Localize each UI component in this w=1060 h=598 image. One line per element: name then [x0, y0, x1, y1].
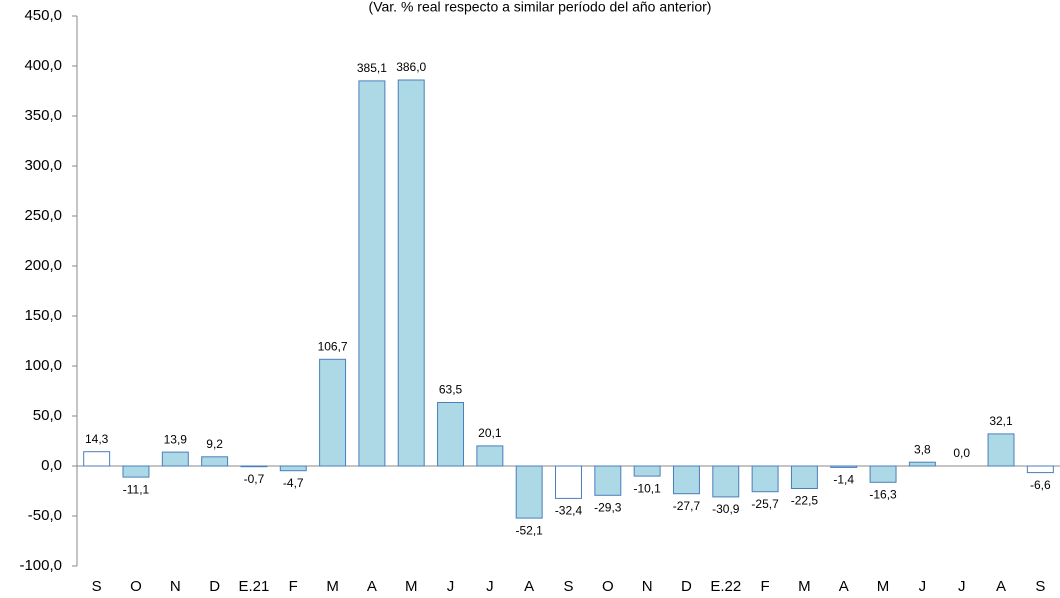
x-tick-label: M	[405, 578, 418, 595]
x-tick-label: J	[958, 578, 966, 595]
x-tick-label: N	[170, 578, 181, 595]
x-tick-label: M	[798, 578, 811, 595]
value-label: 385,1	[357, 61, 387, 75]
value-label: 386,0	[396, 60, 426, 74]
bar	[358, 80, 386, 467]
value-label: -1,4	[833, 473, 854, 487]
value-label: -32,4	[555, 504, 583, 518]
x-tick-label: S	[563, 578, 573, 595]
x-tick-label: J	[447, 578, 455, 595]
x-tick-label: M	[326, 578, 339, 595]
value-label: 63,5	[439, 383, 463, 397]
bar	[201, 456, 229, 467]
value-label: -11,1	[123, 482, 150, 496]
y-tick-label: 300,0	[24, 157, 62, 174]
y-tick-label: 150,0	[24, 307, 62, 324]
x-tick-label: E.21	[239, 578, 270, 595]
x-tick-label: E.22	[710, 578, 741, 595]
chart-subtitle: (Var. % real respecto a similar período …	[369, 0, 712, 15]
bar	[594, 465, 622, 496]
bar	[1026, 465, 1054, 474]
value-label: -0,7	[244, 472, 265, 486]
value-label: 9,2	[206, 437, 223, 451]
value-label: -10,1	[633, 481, 661, 495]
x-tick-label: A	[839, 578, 849, 595]
y-tick-label: 450,0	[24, 7, 62, 24]
x-tick-label: F	[761, 578, 770, 595]
bar	[987, 433, 1015, 467]
y-tick-label: 350,0	[24, 107, 62, 124]
x-tick-label: A	[524, 578, 534, 595]
y-tick-label: 400,0	[24, 57, 62, 74]
bar	[790, 465, 818, 489]
value-label: -22,5	[791, 494, 819, 508]
bar	[633, 465, 661, 477]
y-tick-label: 0,0	[41, 457, 62, 474]
y-tick-label: 200,0	[24, 257, 62, 274]
value-label: 20,1	[478, 426, 502, 440]
y-tick-label: -100,0	[19, 557, 62, 574]
bar	[672, 465, 700, 495]
x-tick-label: S	[92, 578, 102, 595]
value-label: -29,3	[594, 500, 622, 514]
x-tick-label: N	[642, 578, 653, 595]
bar	[751, 465, 779, 493]
y-tick-label: 100,0	[24, 357, 62, 374]
bar	[555, 465, 582, 499]
bar	[830, 465, 858, 468]
value-label: -16,3	[869, 487, 897, 501]
bar	[476, 445, 504, 467]
value-label: -30,9	[712, 502, 740, 516]
bar	[122, 465, 150, 478]
value-label: 32,1	[989, 414, 1013, 428]
bar	[240, 465, 268, 468]
bar	[279, 465, 307, 472]
bar	[712, 465, 740, 498]
x-tick-label: S	[1035, 578, 1045, 595]
x-tick-label: O	[130, 578, 142, 595]
x-tick-label: M	[877, 578, 890, 595]
x-tick-label: A	[996, 578, 1006, 595]
x-tick-label: F	[289, 578, 298, 595]
bar	[161, 451, 189, 467]
y-tick-label: 50,0	[33, 407, 62, 424]
value-label: 14,3	[85, 432, 109, 446]
value-label: -6,6	[1030, 478, 1051, 492]
value-label: -4,7	[283, 476, 304, 490]
value-label: -25,7	[751, 497, 779, 511]
value-label: 13,9	[164, 432, 188, 446]
y-tick-label: 250,0	[24, 207, 62, 224]
bar	[869, 465, 897, 483]
value-label: -52,1	[516, 523, 544, 537]
x-tick-label: J	[919, 578, 927, 595]
bar	[319, 358, 347, 467]
bar	[397, 79, 425, 467]
x-tick-label: A	[367, 578, 377, 595]
value-label: -27,7	[673, 499, 701, 513]
bar	[83, 451, 111, 467]
x-tick-label: O	[602, 578, 614, 595]
bar	[515, 465, 543, 519]
x-tick-label: J	[486, 578, 494, 595]
x-tick-label: D	[209, 578, 220, 595]
bar	[437, 402, 465, 467]
bar	[908, 461, 936, 467]
x-tick-label: D	[681, 578, 692, 595]
value-label: 106,7	[318, 339, 348, 353]
value-label: 0,0	[953, 446, 970, 460]
y-tick-label: -50,0	[28, 507, 62, 524]
value-label: 3,8	[914, 442, 931, 456]
